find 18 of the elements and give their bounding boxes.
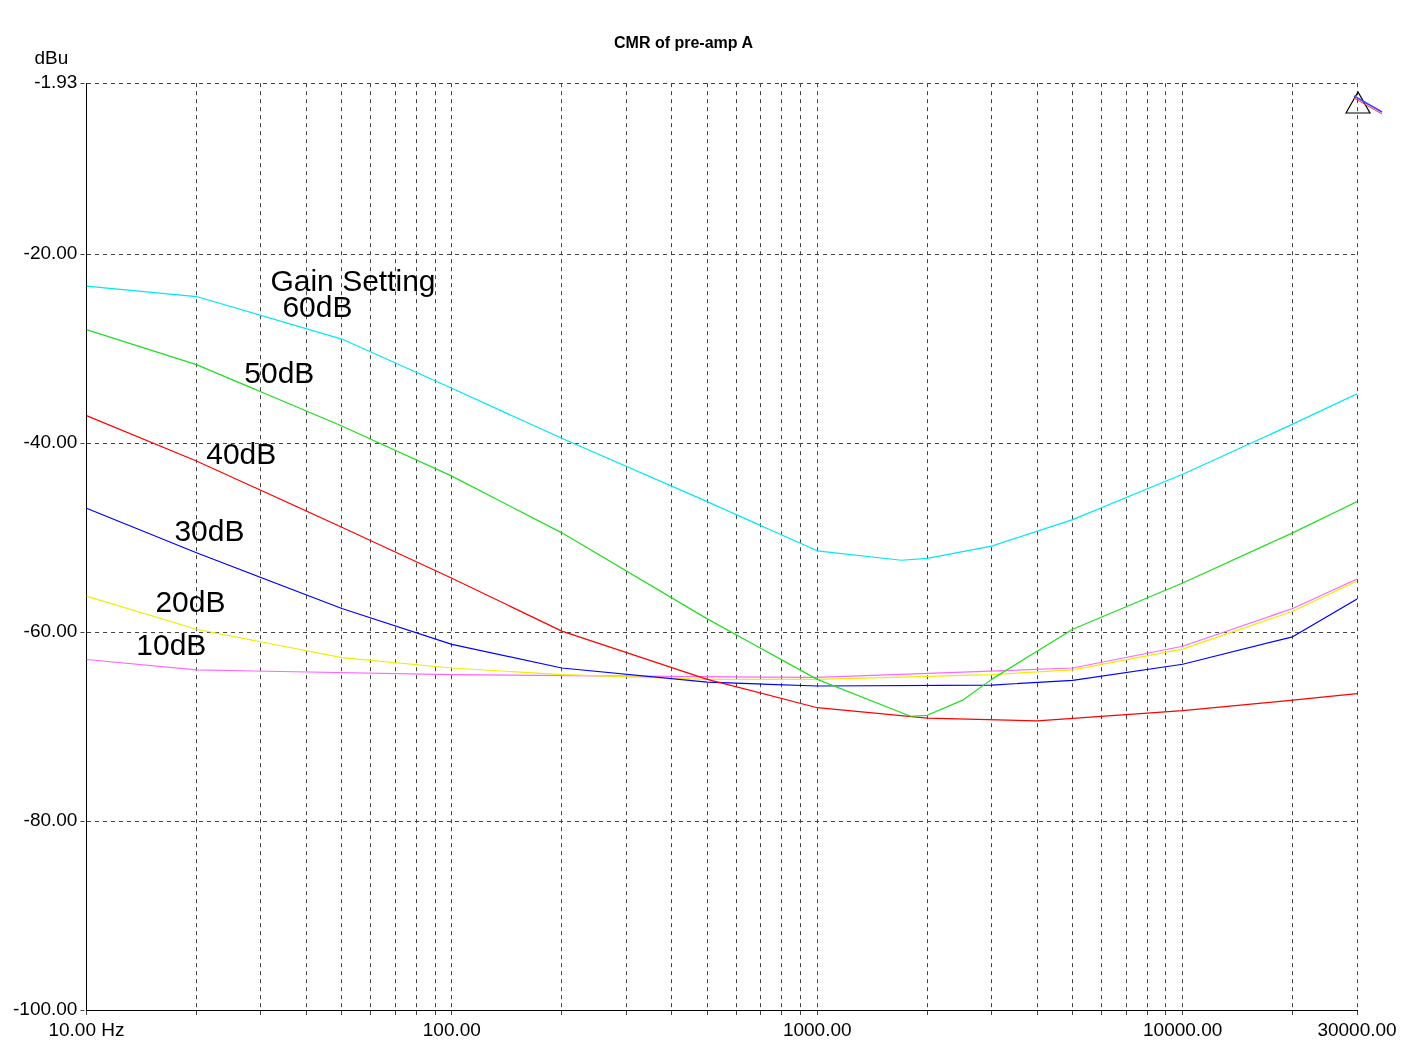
x-tick-label: 10.00 Hz bbox=[48, 1018, 125, 1040]
chart-title: CMR of pre-amp A bbox=[614, 34, 754, 52]
y-tick-label: -20.00 bbox=[23, 242, 78, 264]
y-tick-label: -80.00 bbox=[23, 809, 78, 831]
y-tick-label: -40.00 bbox=[23, 431, 78, 453]
series-label: 40dB bbox=[206, 436, 277, 470]
series-label: 50dB bbox=[244, 355, 315, 389]
series-label: 30dB bbox=[174, 514, 245, 548]
y-tick-label: -1.93 bbox=[34, 71, 78, 93]
y-tick-label: -100.00 bbox=[12, 998, 78, 1020]
y-tick-label: -60.00 bbox=[23, 620, 78, 642]
x-tick-label: 100.00 bbox=[422, 1018, 481, 1040]
series-label: 20dB bbox=[155, 585, 226, 619]
x-tick-label: 1000.00 bbox=[782, 1018, 852, 1040]
x-tick-label: 30000.00 bbox=[1317, 1018, 1397, 1040]
series-label: 10dB bbox=[136, 628, 207, 662]
y-axis-title: dBu bbox=[34, 46, 69, 68]
x-tick-label: 10000.00 bbox=[1143, 1018, 1223, 1040]
